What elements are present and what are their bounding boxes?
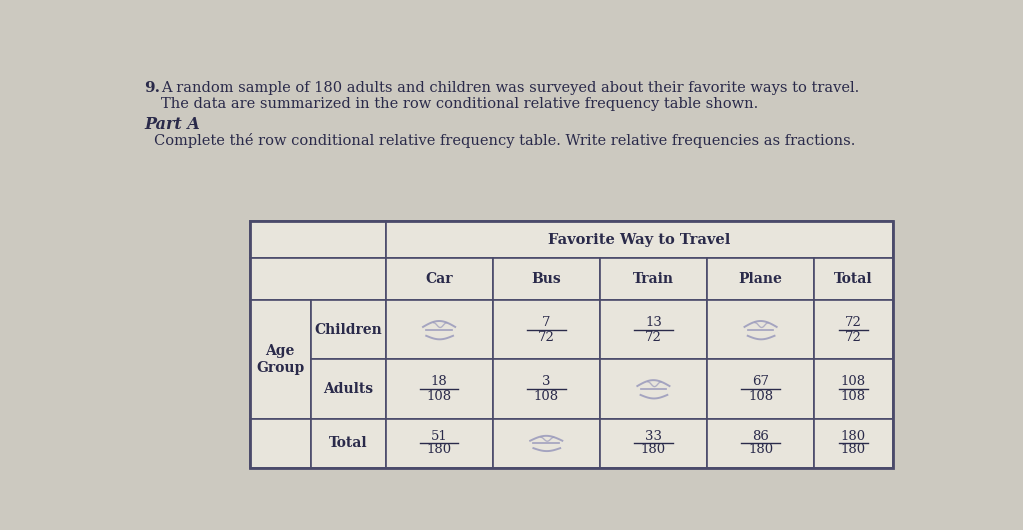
Bar: [386, 301, 493, 359]
Text: 108: 108: [427, 390, 452, 403]
Text: 13: 13: [644, 316, 662, 329]
Bar: [311, 359, 386, 419]
Text: Age
Group: Age Group: [256, 344, 304, 375]
Text: 108: 108: [748, 390, 773, 403]
Bar: [599, 301, 707, 359]
Text: 180: 180: [748, 443, 773, 456]
Text: 108: 108: [841, 375, 866, 388]
Bar: [250, 222, 893, 468]
Bar: [599, 419, 707, 468]
Text: A random sample of 180 adults and children was surveyed about their favorite way: A random sample of 180 adults and childr…: [162, 81, 859, 94]
Bar: [386, 359, 493, 419]
Text: 18: 18: [431, 375, 447, 388]
Bar: [250, 259, 386, 301]
Text: 108: 108: [841, 390, 866, 403]
Text: Total: Total: [328, 436, 367, 450]
Text: 72: 72: [845, 331, 862, 344]
Bar: [707, 419, 814, 468]
Text: Total: Total: [834, 272, 873, 286]
Bar: [250, 419, 311, 468]
Bar: [311, 301, 386, 359]
Text: Train: Train: [633, 272, 674, 286]
Bar: [250, 301, 311, 419]
Text: Part A: Part A: [144, 116, 201, 133]
Bar: [493, 301, 599, 359]
Text: 72: 72: [845, 316, 862, 329]
Text: 86: 86: [752, 430, 769, 443]
Text: 180: 180: [841, 443, 866, 456]
Text: Car: Car: [426, 272, 453, 286]
Text: Children: Children: [314, 323, 382, 337]
Text: The data are summarized in the row conditional relative frequency table shown.: The data are summarized in the row condi…: [162, 96, 758, 111]
Bar: [386, 222, 893, 259]
Text: Complete thé row conditional relative frequency table. Write relative frequenci: Complete thé row conditional relative f…: [153, 133, 855, 148]
Bar: [707, 259, 814, 301]
Bar: [599, 359, 707, 419]
Text: 67: 67: [752, 375, 769, 388]
Text: 180: 180: [640, 443, 666, 456]
Bar: [250, 222, 386, 259]
Text: 33: 33: [644, 430, 662, 443]
Bar: [386, 259, 493, 301]
Text: 180: 180: [427, 443, 452, 456]
Bar: [599, 259, 707, 301]
Bar: [814, 259, 893, 301]
Text: 3: 3: [542, 375, 550, 388]
Text: Adults: Adults: [323, 382, 373, 396]
Text: Bus: Bus: [531, 272, 562, 286]
Text: 108: 108: [534, 390, 559, 403]
Bar: [493, 359, 599, 419]
Bar: [707, 359, 814, 419]
Text: Plane: Plane: [739, 272, 783, 286]
Bar: [386, 419, 493, 468]
Bar: [814, 301, 893, 359]
Bar: [707, 301, 814, 359]
Text: 72: 72: [538, 331, 554, 344]
Text: 51: 51: [431, 430, 447, 443]
Bar: [493, 259, 599, 301]
Text: 9.: 9.: [144, 81, 161, 94]
Bar: [311, 419, 386, 468]
Bar: [814, 419, 893, 468]
Bar: [814, 359, 893, 419]
Text: 7: 7: [542, 316, 550, 329]
Text: Favorite Way to Travel: Favorite Way to Travel: [548, 233, 730, 247]
Text: 72: 72: [644, 331, 662, 344]
Bar: [493, 419, 599, 468]
Text: 180: 180: [841, 430, 866, 443]
